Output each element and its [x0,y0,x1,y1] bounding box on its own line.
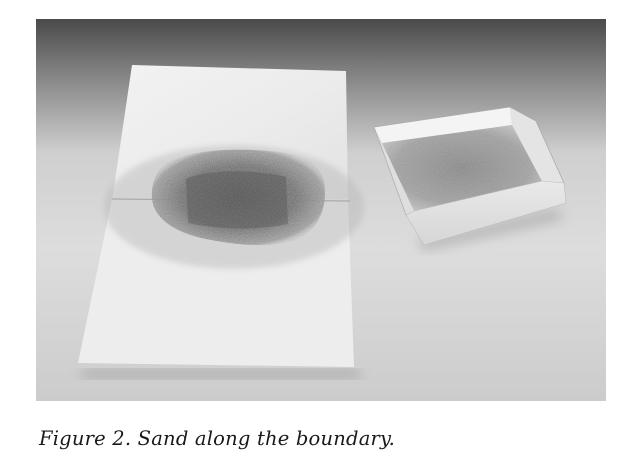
box-left-wall [374,127,414,215]
figure-caption: Figure 2. Sand along the boundary. [39,427,396,450]
box-right-wall [510,107,564,183]
box-back-wall [374,107,512,143]
figure-photo [36,19,606,401]
